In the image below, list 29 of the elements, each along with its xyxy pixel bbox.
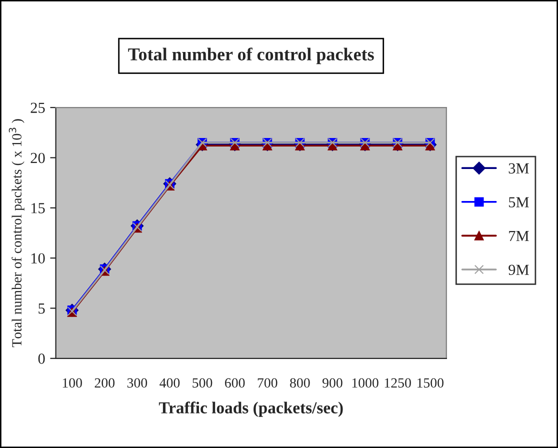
- x-tick-label: 400: [160, 378, 180, 388]
- x-tick-label: 200: [94, 378, 115, 388]
- x-tick-label: 600: [225, 378, 245, 388]
- x-tick-label: 700: [258, 378, 278, 388]
- point: [392, 140, 402, 150]
- legend-label: 7M: [509, 231, 529, 242]
- x-tick-label: 900: [322, 378, 342, 388]
- legend-label: 9M: [508, 264, 529, 275]
- legend-label: 3M: [508, 163, 529, 174]
- x-tick-label: 300: [127, 378, 148, 388]
- x-tick-label: 1500: [417, 378, 444, 388]
- y-tick-label: 20: [30, 152, 45, 164]
- x-axis-title: Traffic loads (packets/sec): [158, 402, 343, 417]
- y-tick-label: 15: [31, 203, 45, 214]
- point: [295, 140, 305, 150]
- legend-label: 5M: [508, 197, 529, 208]
- y-tick-label: 5: [38, 304, 45, 314]
- y-tick-label: 25: [30, 102, 45, 113]
- point: [328, 140, 338, 150]
- x-tick-label: 500: [192, 378, 212, 388]
- x-tick-label: 800: [290, 378, 310, 388]
- x-tick-label: 100: [62, 378, 82, 388]
- y-axis-title: Total number of control packets ( x 10$^{3}$ ): [8, 119, 24, 348]
- point: [425, 140, 435, 150]
- y-tick-label: 0: [38, 354, 45, 364]
- y-tick-label: 10: [31, 253, 45, 264]
- x-tick-label: 1250: [384, 378, 411, 388]
- chart-title: Total number of control packets: [128, 48, 374, 64]
- x-tick-label: 1000: [352, 378, 378, 388]
